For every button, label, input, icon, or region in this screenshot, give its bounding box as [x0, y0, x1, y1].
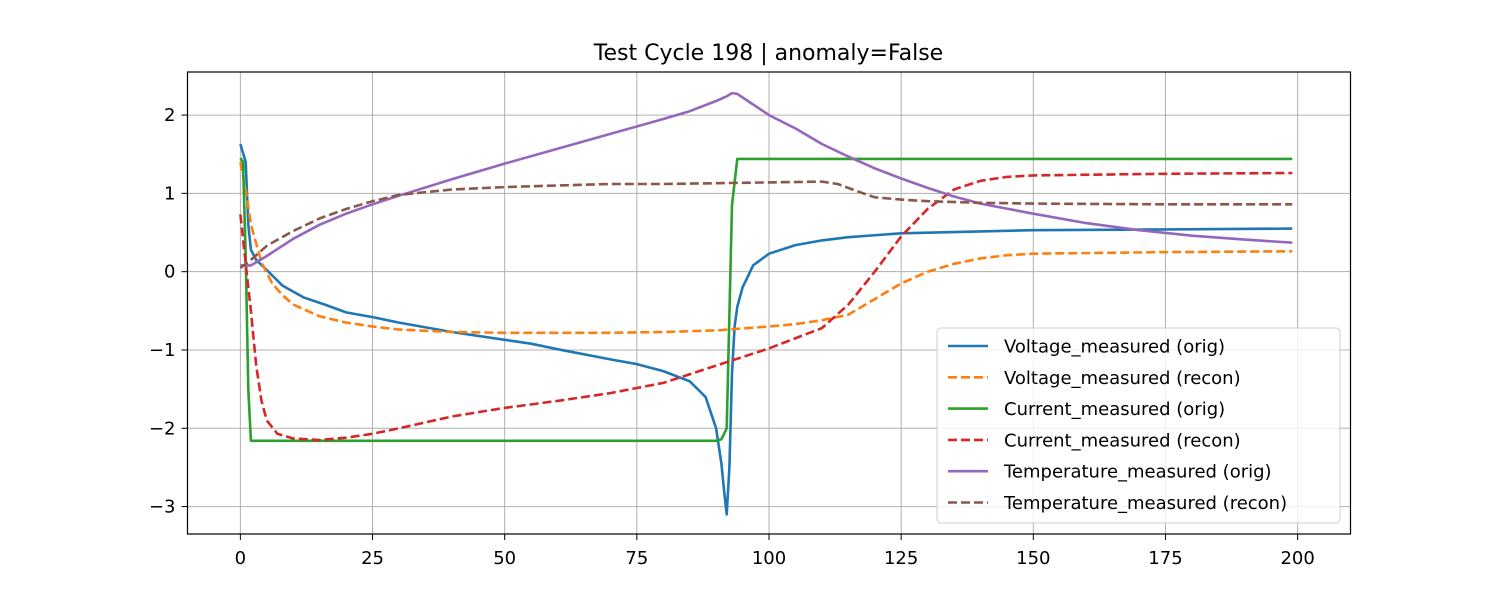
x-tick-label: 25	[361, 548, 384, 569]
legend: Voltage_measured (orig) Voltage_measured …	[936, 327, 1341, 524]
x-axis-ticks: 0 25 50 75 100 125 150 175 200	[235, 534, 1315, 569]
x-tick-label: 175	[1148, 548, 1182, 569]
x-tick-label: 200	[1280, 548, 1314, 569]
y-tick-label: 0	[164, 262, 175, 283]
y-tick-label: −1	[149, 340, 176, 361]
y-tick-label: −2	[149, 418, 176, 439]
x-tick-label: 150	[1016, 548, 1050, 569]
series-line-temperature-measured-recon	[239, 180, 1293, 269]
legend-label: Voltage_measured (orig)	[1004, 337, 1225, 358]
series-line-current-measured-orig	[239, 157, 1293, 443]
series-line-current-measured-recon	[239, 171, 1293, 442]
legend-label: Temperature_measured (orig)	[1003, 462, 1272, 483]
series-line-temperature-measured-orig	[240, 91, 1293, 267]
x-tick-label: 75	[625, 548, 648, 569]
chart-title: Test Cycle 198 | anomaly=False	[593, 41, 943, 66]
x-tick-label: 100	[752, 548, 786, 569]
plot-series	[239, 91, 1293, 516]
y-tick-label: 2	[164, 105, 175, 126]
legend-label: Voltage_measured (recon)	[1004, 368, 1241, 389]
legend-box	[936, 327, 1341, 524]
x-tick-label: 0	[235, 548, 246, 569]
y-tick-label: −3	[149, 497, 176, 518]
y-axis-ticks: 2 1 0 −1 −2 −3	[149, 105, 188, 518]
x-tick-label: 50	[493, 548, 516, 569]
legend-label: Current_measured (recon)	[1004, 430, 1241, 451]
y-tick-label: 1	[164, 183, 175, 204]
legend-label: Current_measured (orig)	[1004, 399, 1225, 420]
x-tick-label: 125	[884, 548, 918, 569]
legend-label: Temperature_measured (recon)	[1003, 493, 1287, 514]
series-line-voltage-measured-recon	[239, 161, 1293, 335]
series-line-voltage-measured-orig	[239, 143, 1293, 516]
